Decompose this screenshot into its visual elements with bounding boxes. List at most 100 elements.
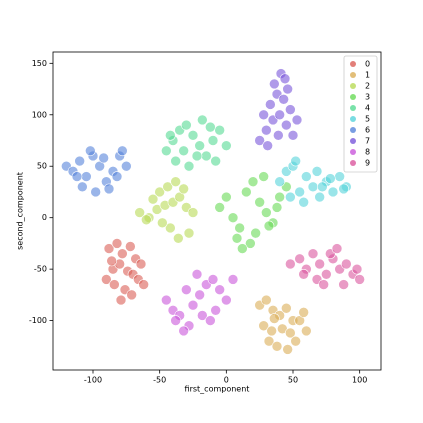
point [115, 294, 127, 306]
point [98, 152, 109, 164]
x-tick-label: 100 [352, 376, 367, 385]
point [301, 325, 312, 337]
point [170, 155, 181, 167]
point [205, 121, 216, 133]
legend-label: 5 [365, 115, 370, 124]
point [126, 289, 137, 301]
point [273, 130, 284, 141]
point [266, 325, 277, 337]
point [154, 186, 165, 198]
point [111, 238, 123, 249]
y-tick-label: -100 [29, 316, 47, 325]
point [290, 155, 301, 167]
point [338, 279, 349, 290]
legend-marker [350, 127, 356, 133]
point [205, 315, 216, 326]
legend-label: 9 [365, 159, 370, 168]
point [269, 313, 280, 324]
legend: 0 1 2 3 4 5 6 7 8 9 [343, 55, 378, 173]
point [298, 268, 309, 280]
y-axis-label: second_component [16, 172, 25, 250]
legend-marker [350, 149, 356, 155]
point [281, 119, 292, 131]
legend-label: 0 [365, 60, 370, 69]
point [170, 315, 181, 326]
point [282, 344, 293, 355]
point [318, 279, 329, 290]
point [327, 186, 339, 198]
point [237, 243, 248, 254]
legend-label: 4 [365, 104, 370, 113]
point [271, 202, 283, 213]
point [165, 222, 176, 234]
legend-marker [350, 138, 356, 144]
point [274, 176, 285, 187]
point [338, 183, 349, 195]
point [351, 263, 363, 275]
y-tick-label: 100 [32, 110, 47, 119]
point [221, 140, 232, 151]
point [325, 173, 336, 184]
point [291, 114, 303, 126]
point [147, 193, 159, 205]
point [187, 299, 199, 311]
point [141, 214, 152, 226]
point [279, 73, 291, 85]
point [278, 94, 289, 105]
point [254, 135, 265, 146]
y-tick-label: 150 [32, 59, 47, 68]
point [165, 130, 176, 141]
point [285, 104, 296, 115]
x-axis-label: first_component [185, 385, 250, 394]
x-tick-label: 50 [288, 376, 298, 385]
point [298, 307, 309, 318]
point [111, 171, 123, 182]
point [117, 248, 128, 260]
point [261, 294, 272, 306]
y-tick-label: -50 [34, 265, 47, 274]
point [341, 258, 352, 270]
point [90, 186, 101, 198]
legend-marker [350, 72, 356, 78]
point [162, 181, 173, 193]
point [245, 238, 256, 249]
point [258, 109, 269, 121]
point [274, 191, 285, 203]
point [109, 279, 120, 290]
point [261, 207, 272, 218]
point [298, 196, 309, 208]
point [101, 274, 112, 285]
point [161, 294, 172, 306]
point [285, 327, 296, 339]
legend-label: 1 [365, 71, 370, 80]
point [301, 171, 312, 182]
point [194, 289, 205, 301]
point [261, 124, 272, 136]
point [282, 83, 293, 95]
point [207, 135, 219, 146]
y-tick-label: 0 [42, 213, 47, 222]
point [247, 176, 259, 187]
point [334, 171, 345, 182]
plot-frame [52, 51, 382, 371]
point [178, 183, 189, 195]
point [191, 150, 203, 162]
point [207, 274, 219, 285]
point [258, 320, 269, 332]
point [85, 145, 96, 157]
point [263, 335, 275, 347]
point [281, 302, 292, 314]
point [210, 305, 221, 316]
legend-marker [350, 116, 356, 122]
point [138, 279, 149, 290]
point [241, 186, 252, 198]
point [262, 140, 273, 151]
point [178, 145, 189, 157]
legend-label: 8 [365, 148, 370, 157]
point [157, 217, 168, 229]
point [134, 207, 145, 218]
point [311, 166, 323, 177]
legend-marker [350, 83, 356, 89]
point [181, 119, 192, 131]
